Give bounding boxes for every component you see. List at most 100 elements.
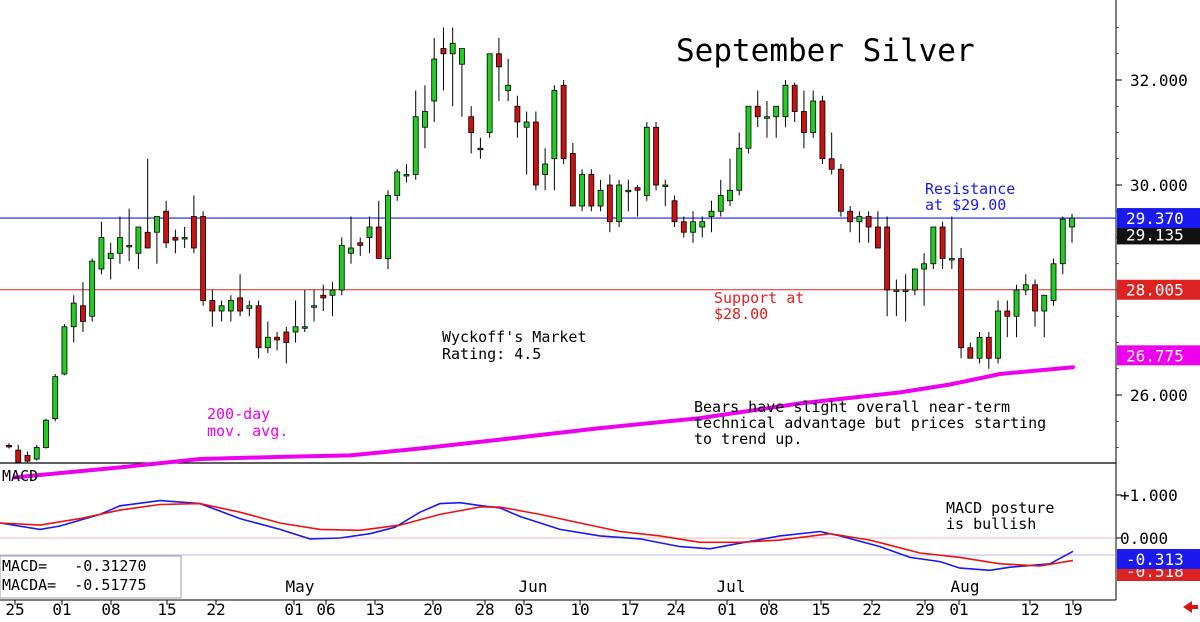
candle <box>532 111 539 191</box>
candle-body-up <box>1022 284 1029 291</box>
candle <box>70 295 77 343</box>
resistance-text-line2: at $29.00 <box>925 196 1006 214</box>
month-label: Aug <box>951 577 980 596</box>
candle-body-up <box>708 210 715 217</box>
candle <box>329 282 336 317</box>
candle-body-down <box>560 84 567 160</box>
candle-body-up <box>782 84 789 118</box>
candle <box>1059 216 1066 275</box>
candle-body-down <box>375 226 382 259</box>
scroll-left-arrow-tail[interactable] <box>1192 605 1198 609</box>
x-tick-label: 19 <box>1063 600 1082 618</box>
candle <box>320 284 327 311</box>
candle <box>985 332 992 369</box>
candle <box>791 82 798 122</box>
candle-body-up <box>523 121 530 128</box>
candle <box>1004 300 1011 338</box>
candle <box>1022 274 1029 296</box>
candle-body-down <box>588 174 595 207</box>
candle-body-down <box>865 216 872 228</box>
candle-body-down <box>958 258 964 349</box>
candle <box>348 216 354 264</box>
chart-title: September Silver <box>676 33 975 69</box>
candle-body-up <box>338 244 345 291</box>
comment-line2: technical advantage but prices starting <box>694 414 1046 432</box>
candle <box>144 158 151 249</box>
candle-body-down <box>163 210 170 244</box>
candle <box>634 185 641 217</box>
candle-body-up <box>431 58 438 102</box>
x-tick-label: 22 <box>206 600 225 618</box>
candle <box>884 216 891 317</box>
candle-body-down <box>190 216 197 249</box>
x-tick-label: 08 <box>101 600 120 618</box>
x-tick-label: 28 <box>475 600 494 618</box>
x-tick-label: 08 <box>759 600 778 618</box>
y-tick-label: 30.000 <box>1130 176 1188 195</box>
ma200-line <box>13 365 1075 480</box>
candle-body-up <box>976 336 983 359</box>
macd-y-tick-label: +1.000 <box>1120 486 1178 505</box>
candle <box>468 106 475 154</box>
candle <box>838 164 844 217</box>
candle <box>357 237 364 256</box>
price-tag-support-bg <box>1117 279 1200 300</box>
support-text-line1: Support at <box>714 289 804 307</box>
candle <box>43 418 49 449</box>
candle-body-up <box>717 195 724 212</box>
candle-body-down <box>791 84 798 112</box>
x-tick-label: 17 <box>620 600 639 618</box>
candle-body-up <box>70 302 77 328</box>
candle <box>246 300 253 317</box>
candle <box>394 169 401 201</box>
candle <box>486 53 493 138</box>
candle <box>773 105 780 138</box>
candle <box>690 211 696 243</box>
candle-body-up <box>856 216 863 223</box>
x-tick-label: 22 <box>862 600 881 618</box>
candle-body-up <box>736 147 743 191</box>
price-tag-ma200-bg <box>1117 345 1200 366</box>
macd-readout: MACD= -0.31270 <box>2 557 147 575</box>
candle <box>181 227 188 248</box>
x-tick-label: 13 <box>365 600 384 618</box>
candle-body-down <box>144 231 151 249</box>
candle-body-up <box>505 84 512 91</box>
candle <box>828 132 835 175</box>
candle-body-up <box>218 305 225 312</box>
candle <box>958 248 964 359</box>
candle <box>717 179 724 217</box>
candle-body-down <box>440 48 447 55</box>
candle-body-up <box>625 189 632 193</box>
x-tick-label: 01 <box>52 600 71 618</box>
candle <box>606 174 613 233</box>
candle-body-up <box>1013 289 1020 317</box>
y-tick-label: 26.000 <box>1130 386 1188 405</box>
candle <box>921 253 928 306</box>
candle-body-down <box>671 200 678 223</box>
candle-body-down <box>320 294 327 299</box>
candle <box>671 195 678 227</box>
candle <box>459 48 465 117</box>
candle-body-down <box>172 237 179 241</box>
candle <box>801 90 807 149</box>
candle <box>856 211 863 243</box>
price-tag-last: 29.135 <box>1117 224 1200 245</box>
candle <box>33 444 40 461</box>
candle-body-up <box>486 53 493 133</box>
candle-body-up <box>727 189 733 202</box>
scroll-left-arrow-icon[interactable] <box>1183 601 1192 613</box>
candle-body-down <box>884 226 891 291</box>
candle-body-down <box>967 347 974 359</box>
candle <box>1032 279 1038 327</box>
candle-body-up <box>745 105 752 149</box>
candle <box>625 179 632 212</box>
macd-annotation-line2: is bullish <box>946 515 1036 533</box>
candle-body-up <box>385 195 391 259</box>
candle <box>237 274 243 317</box>
x-tick-label: 10 <box>570 600 589 618</box>
candle <box>24 451 31 464</box>
candle-body-up <box>246 305 253 309</box>
candle-body-up <box>459 48 465 65</box>
candle <box>172 229 179 254</box>
